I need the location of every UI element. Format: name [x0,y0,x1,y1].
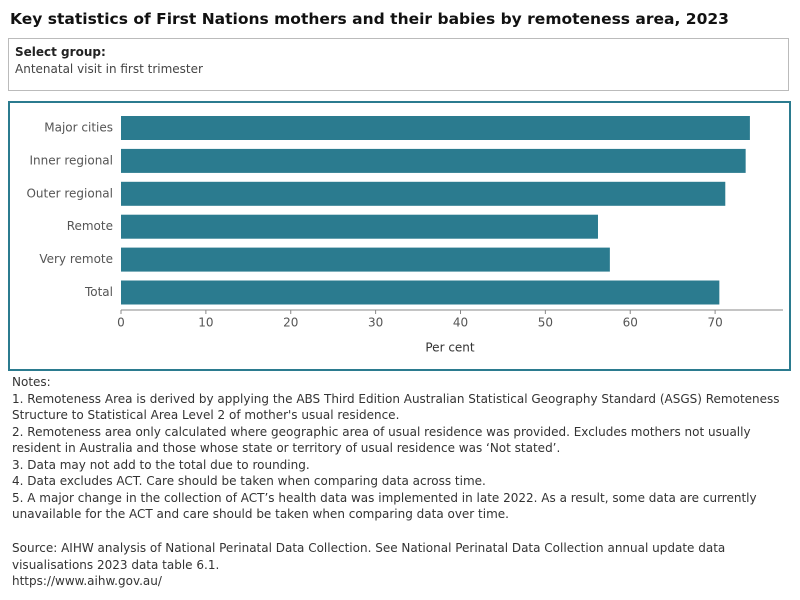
x-tick-label: 0 [117,316,125,330]
title: Key statistics of First Nations mothers … [10,10,729,28]
bar [121,181,726,206]
x-tick-label: 10 [198,316,213,330]
y-tick-label: Outer regional [26,186,113,200]
source: Source: AIHW analysis of National Perina… [12,540,790,590]
bar [121,280,720,305]
x-tick-label: 40 [453,316,468,330]
notes-heading: Notes: [12,375,51,389]
y-tick-label: Inner regional [29,153,113,167]
note: 1. Remoteness Area is derived by applyin… [12,391,780,423]
notes: Notes: 1. Remoteness Area is derived by … [12,374,790,523]
x-tick-label: 30 [368,316,383,330]
filter-box[interactable]: Select group: Antenatal visit in first t… [8,38,789,91]
bar [121,214,598,239]
note: 5. A major change in the collection of A… [12,490,757,522]
filter-label: Select group: [15,45,106,59]
x-tick-label: 70 [707,316,722,330]
y-tick-label: Total [84,285,113,299]
note: 4. Data excludes ACT. Care should be tak… [12,474,486,488]
chart: Per cent 0 10 20 30 40 50 60 70 Major cities Inne… [8,101,791,371]
bar [121,116,750,140]
x-axis-title: Per cent [425,341,475,355]
x-tick-label: 20 [283,316,298,330]
y-tick-label: Very remote [39,252,113,266]
filter-value[interactable]: Antenatal visit in first trimester [15,62,203,76]
y-tick-label: Remote [67,219,113,233]
note: 3. Data may not add to the total due to … [12,457,310,472]
bar [121,148,746,173]
x-tick-label: 50 [538,316,553,330]
source-url[interactable]: https://www.aihw.gov.au/ [12,574,162,588]
x-tick-label: 60 [623,316,638,330]
chart-frame [8,101,791,371]
note: 2. Remoteness area only calculated where… [12,424,751,456]
bar [121,247,610,272]
y-tick-label: Major cities [44,121,113,135]
source-text: Source: AIHW analysis of National Perina… [12,541,726,572]
